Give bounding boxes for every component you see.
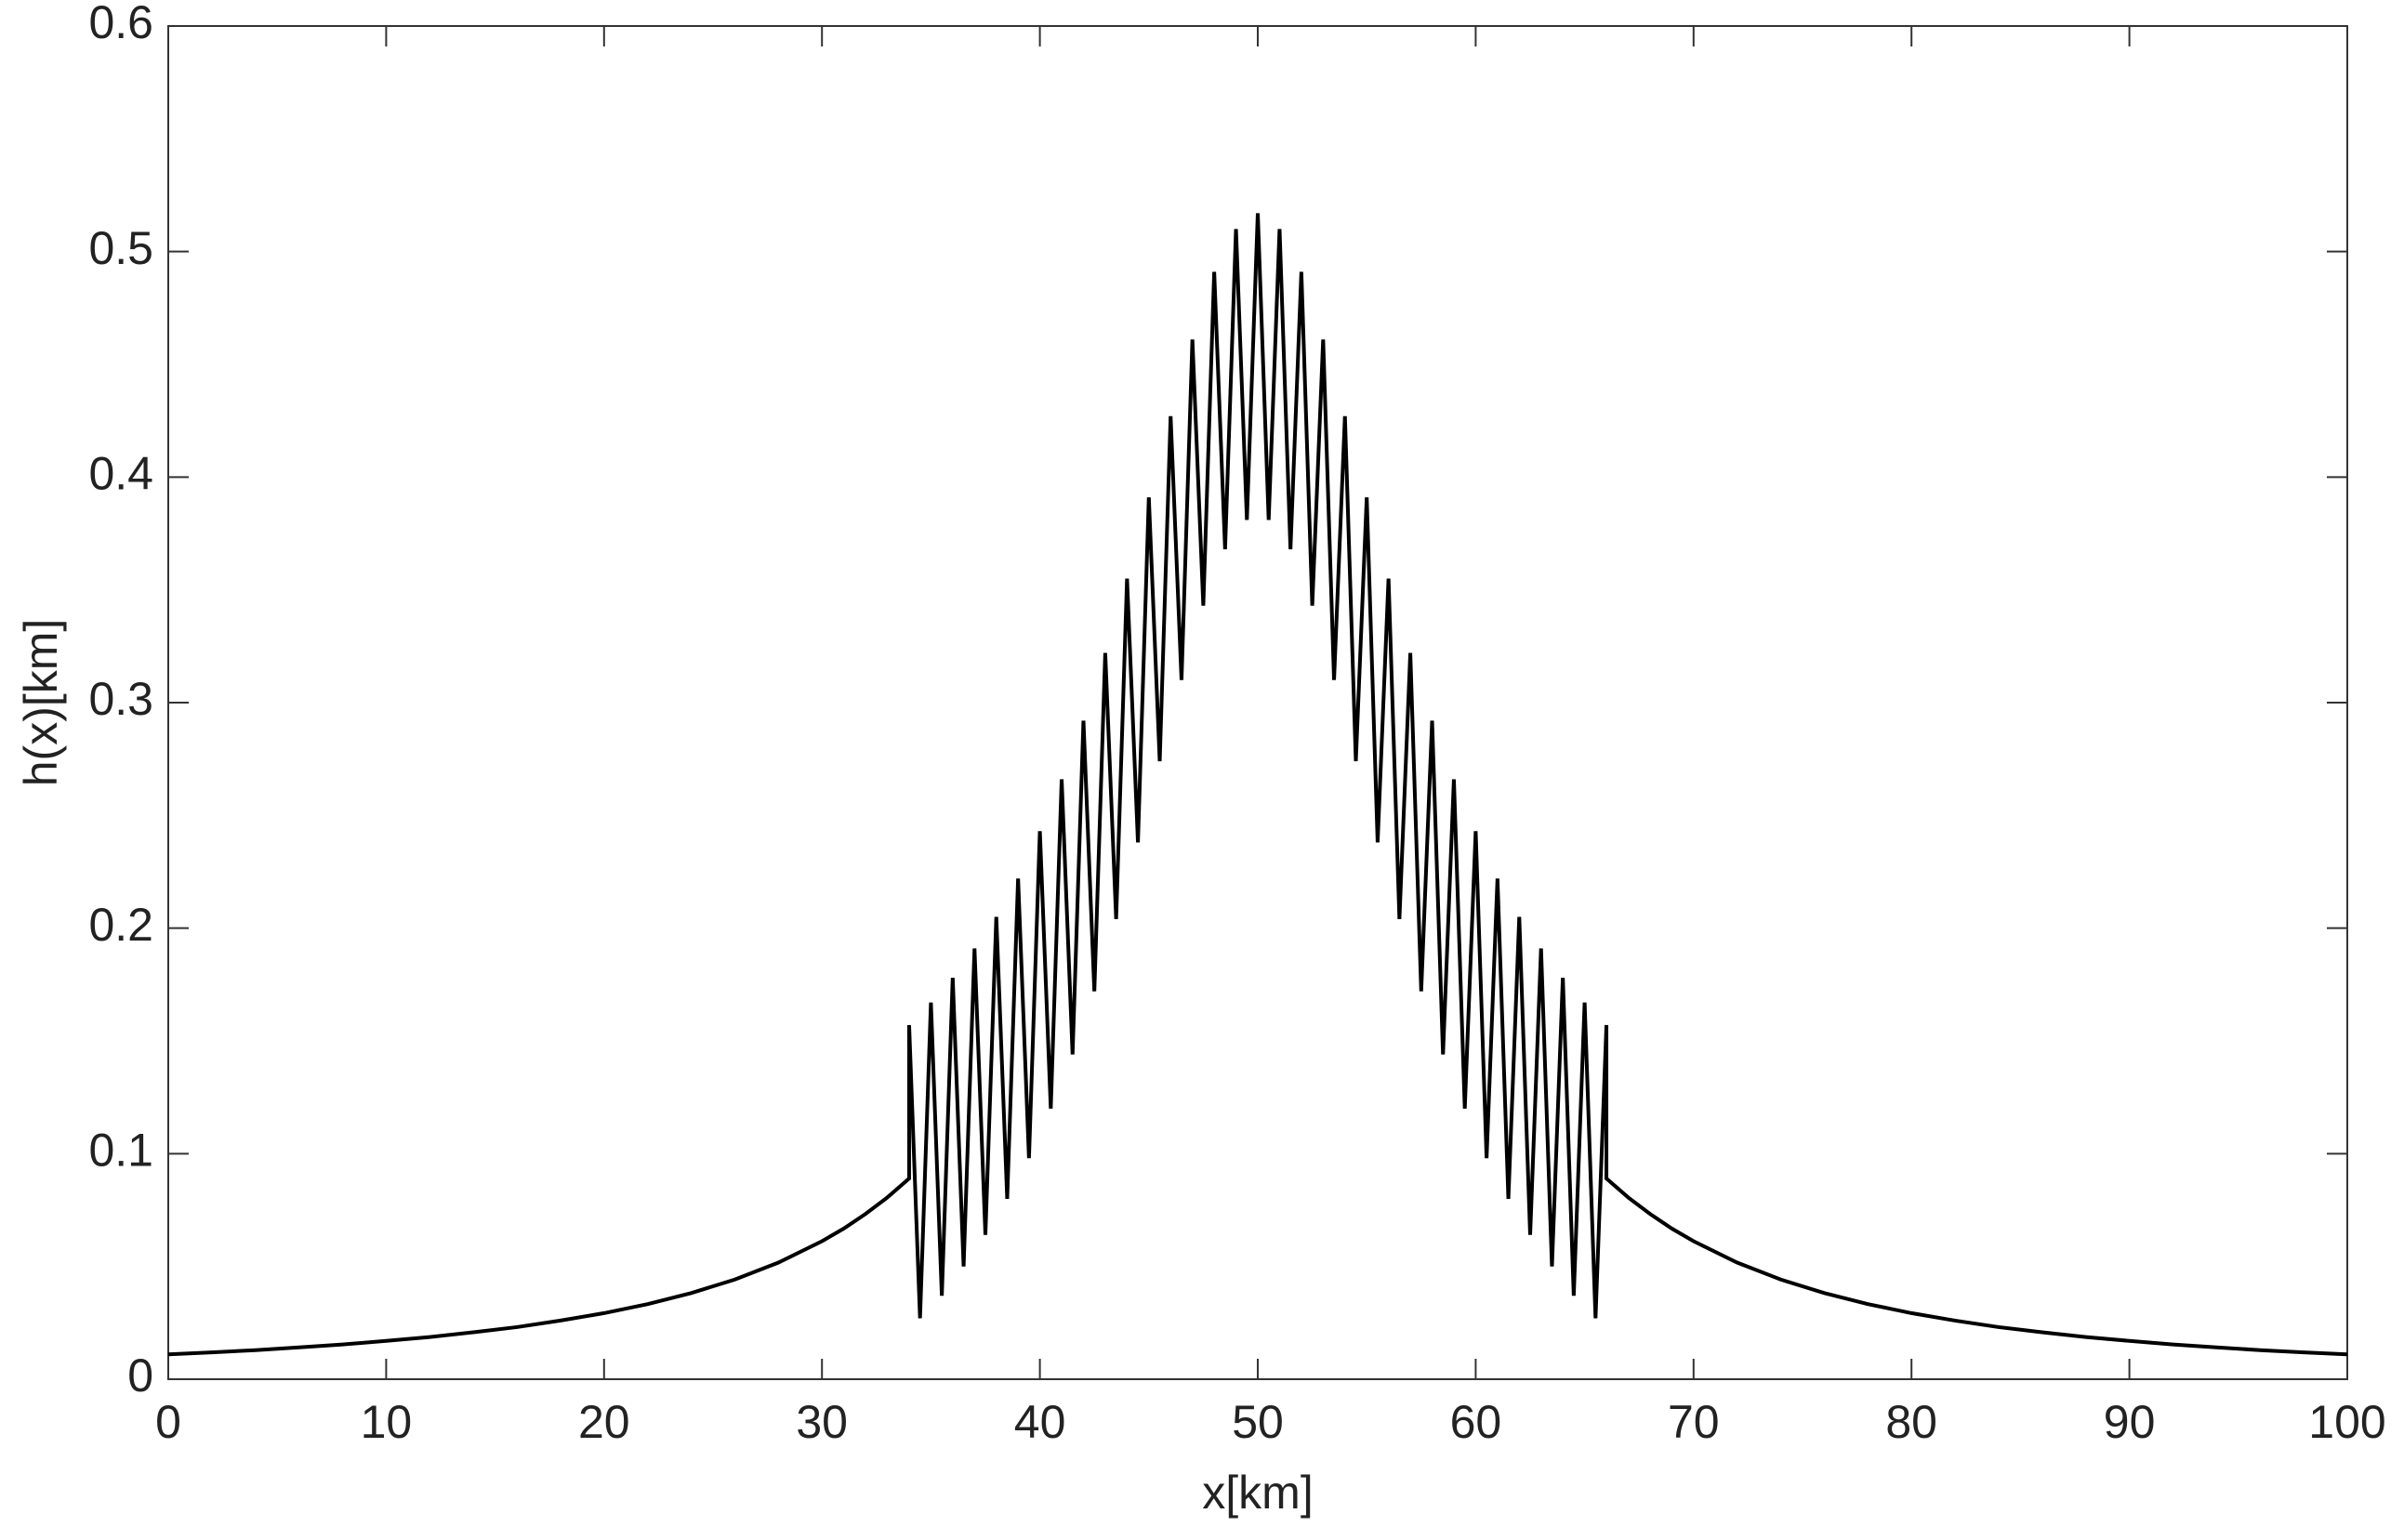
x-tick-label: 80 [1885,1396,1937,1448]
x-tick-label: 40 [1014,1396,1066,1448]
x-tick-label: 60 [1450,1396,1502,1448]
y-tick-label: 0.2 [88,899,153,951]
x-tick-label: 70 [1668,1396,1720,1448]
y-tick-label: 0.5 [88,222,153,274]
x-tick-label: 30 [796,1396,848,1448]
y-axis-label: h(x)[km] [15,619,67,787]
y-tick-label: 0.1 [88,1125,153,1177]
x-tick-label: 100 [2308,1396,2385,1448]
y-tick-label: 0 [127,1349,153,1402]
y-tick-label: 0.3 [88,673,153,725]
data-line [167,213,2348,1357]
y-tick-label: 0.6 [88,0,153,48]
x-tick-label: 90 [2104,1396,2156,1448]
x-tick-label: 10 [361,1396,413,1448]
y-tick-label: 0.4 [88,448,153,500]
x-axis-label: x[km] [1202,1467,1313,1519]
x-tick-label: 20 [578,1396,630,1448]
x-tick-label: 50 [1232,1396,1284,1448]
x-tick-label: 0 [155,1396,181,1448]
